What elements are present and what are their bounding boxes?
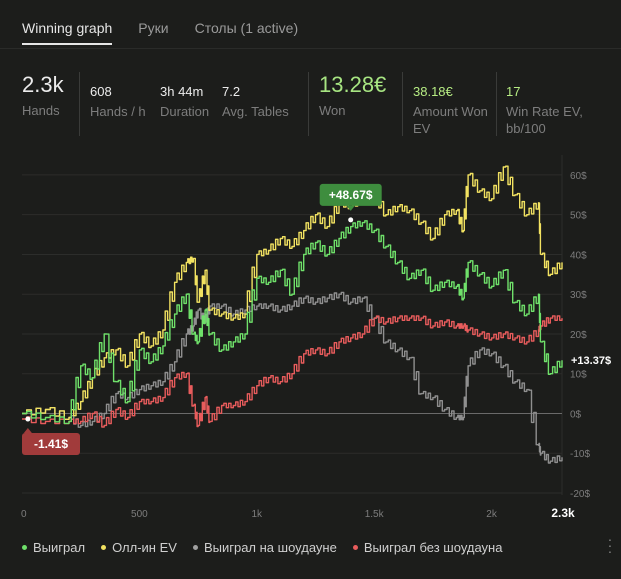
- stat-hands-per-hour: 608 Hands / h: [90, 70, 146, 120]
- y-tick-label: 20$: [570, 330, 587, 341]
- legend-dot-non-showdown: [352, 545, 358, 550]
- x-tick-label: 500: [131, 509, 148, 520]
- peak-marker: [348, 217, 354, 223]
- y-tick-label: 50$: [570, 211, 587, 222]
- stat-win-rate-ev: 17 Win Rate EV, bb/100: [506, 70, 583, 137]
- y-tick-label: -20$: [570, 489, 590, 500]
- stat-win-rate-ev-value: 17: [506, 84, 521, 99]
- stat-hands: 2.3k Hands: [22, 70, 64, 119]
- stat-won: 13.28€ Won: [319, 70, 386, 119]
- series-line-showdown: [22, 291, 563, 464]
- legend-dot-won: [22, 545, 27, 550]
- stats-row: 2.3k Hands 608 Hands / h 3h 44m Duration…: [22, 70, 621, 140]
- legend-item-non-showdown[interactable]: Выиграл без шоудауна: [352, 540, 503, 555]
- stat-win-rate-ev-label: Win Rate EV, bb/100: [506, 104, 583, 136]
- stat-hands-per-hour-value: 608: [90, 84, 112, 99]
- stat-won-label: Won: [319, 103, 346, 118]
- stats-divider: [79, 72, 80, 136]
- x-tick-label: 2.3k: [551, 506, 575, 520]
- stat-avg-tables-label: Avg. Tables: [222, 104, 289, 119]
- stat-won-value: 13.28€: [319, 72, 387, 97]
- legend-label-allin-ev: Олл-ин EV: [112, 540, 177, 555]
- peak-badge-pointer: [346, 205, 355, 211]
- stat-avg-tables-value: 7.2: [222, 84, 241, 99]
- legend-label-non-showdown: Выиграл без шоудауна: [363, 540, 503, 555]
- stat-hands-per-hour-label: Hands / h: [90, 104, 146, 119]
- stat-amount-won-ev: 38.18€ Amount Won EV: [413, 70, 488, 137]
- legend-item-allin-ev[interactable]: Олл-ин EV: [101, 540, 177, 555]
- final-value-label: +13.37$: [571, 355, 611, 367]
- y-tick-label: 60$: [570, 171, 587, 182]
- stat-amount-won-ev-label: Amount Won EV: [413, 104, 488, 136]
- series-line-allin: [22, 165, 563, 420]
- tab-underline-divider: [0, 48, 621, 49]
- y-tick-label: -10$: [570, 449, 590, 460]
- low-badge-pointer: [23, 428, 32, 434]
- legend-item-won[interactable]: Выиграл: [22, 540, 85, 555]
- x-tick-label: 1k: [252, 509, 264, 520]
- stats-divider: [308, 72, 309, 136]
- chart-legend: Выиграл Олл-ин EV Выиграл на шоудауне Вы…: [22, 540, 502, 555]
- tab-bar: Winning graph Руки Столы (1 active): [22, 20, 298, 45]
- y-tick-label: 40$: [570, 250, 587, 261]
- stats-divider: [496, 72, 497, 136]
- stat-hands-label: Hands: [22, 103, 60, 118]
- peak-label: +48.67$: [329, 188, 373, 202]
- legend-dot-allin-ev: [101, 545, 107, 550]
- x-tick-label: 0: [21, 509, 27, 520]
- peak-badge: [319, 183, 382, 206]
- tab-winning-graph[interactable]: Winning graph: [22, 20, 113, 45]
- legend-item-showdown[interactable]: Выиграл на шоудауне: [192, 540, 337, 555]
- legend-label-showdown: Выиграл на шоудауне: [203, 540, 337, 555]
- low-marker: [25, 416, 31, 422]
- stat-duration-value: 3h 44m: [160, 84, 204, 99]
- stat-amount-won-ev-value: 38.18€: [413, 84, 453, 99]
- x-tick-label: 1.5k: [365, 509, 385, 520]
- stat-hands-value: 2.3k: [22, 72, 64, 97]
- y-tick-label: 30$: [570, 290, 587, 301]
- legend-label-won: Выиграл: [33, 540, 86, 555]
- stat-avg-tables: 7.2 Avg. Tables: [222, 70, 289, 120]
- legend-dot-showdown: [192, 545, 198, 550]
- low-label: -1.41$: [34, 437, 68, 451]
- more-options-icon[interactable]: · · ·: [607, 531, 613, 559]
- tab-hands[interactable]: Руки: [138, 20, 169, 36]
- y-tick-label: 0$: [570, 409, 582, 420]
- tab-tables[interactable]: Столы (1 active): [194, 20, 299, 36]
- series-line-won: [22, 220, 563, 425]
- stats-divider: [402, 72, 403, 136]
- x-tick-label: 2k: [486, 509, 498, 520]
- stat-duration: 3h 44m Duration: [160, 70, 209, 120]
- winning-graph-chart[interactable]: 60$ 50$ 40$ 30$ 20$ 10$ 0$ -10$ -20$ 0 500 1k 1.5k 2…: [0, 155, 621, 525]
- series-line-nonsd: [22, 315, 563, 428]
- low-badge: [22, 433, 80, 456]
- stat-duration-label: Duration: [160, 104, 210, 119]
- y-tick-label: 10$: [570, 370, 587, 381]
